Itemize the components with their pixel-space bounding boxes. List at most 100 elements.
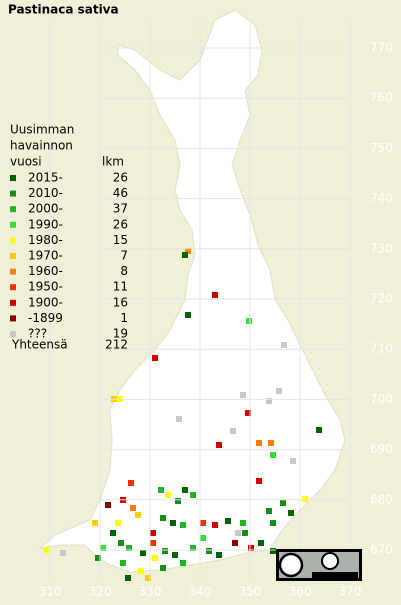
observation [266, 398, 272, 404]
observation [60, 550, 66, 556]
x-coordinate-label: 360 [289, 585, 312, 599]
legend-label: 1980- [28, 233, 63, 247]
legend-label: ??? [28, 327, 47, 341]
y-coordinate-label: 680 [370, 492, 393, 506]
observation [180, 560, 186, 566]
x-coordinate-label: 340 [189, 585, 212, 599]
observation [190, 545, 196, 551]
observation [216, 442, 222, 448]
observation [281, 342, 287, 348]
observation [135, 512, 141, 518]
observation [182, 252, 188, 258]
observation [140, 550, 146, 556]
observation [128, 480, 134, 486]
legend-label: 1970- [28, 249, 63, 263]
observation [100, 545, 106, 551]
observation [242, 530, 248, 536]
observation [170, 520, 176, 526]
observation [280, 500, 286, 506]
observation [126, 545, 132, 551]
observation [130, 505, 136, 511]
observation [258, 540, 264, 546]
observation [160, 515, 166, 521]
by-icon [321, 552, 339, 570]
y-coordinate-label: 740 [370, 191, 393, 205]
y-coordinate-label: 750 [370, 141, 393, 155]
observation [266, 508, 272, 514]
y-coordinate-label: 730 [370, 241, 393, 255]
observation [240, 520, 246, 526]
legend-label: 2010- [28, 186, 63, 200]
observation [290, 458, 296, 464]
observation [115, 520, 121, 526]
observation [172, 552, 178, 558]
legend-count: 46 [113, 186, 128, 200]
observation [316, 427, 322, 433]
observation [225, 518, 231, 524]
legend-swatch [10, 268, 16, 275]
legend-count: 15 [113, 233, 128, 247]
cc-icon [278, 552, 304, 578]
y-coordinate-label: 720 [370, 292, 393, 306]
legend-swatch [10, 315, 16, 322]
legend-count: 1 [120, 311, 128, 325]
legend-count: 11 [113, 280, 128, 294]
observation [232, 540, 238, 546]
y-coordinate-label: 770 [370, 41, 393, 55]
observation [200, 520, 206, 526]
legend-label: 1990- [28, 217, 63, 231]
observation [276, 388, 282, 394]
observation [200, 535, 206, 541]
observation [212, 522, 218, 528]
observation [125, 575, 131, 581]
observation [270, 520, 276, 526]
legend-count: 26 [113, 217, 128, 231]
y-coordinate-label: 700 [370, 392, 393, 406]
observation [175, 498, 181, 504]
y-coordinate-label: 760 [370, 91, 393, 105]
legend-swatch [10, 190, 16, 197]
legend-label: 1900- [28, 295, 63, 309]
legend-swatch [10, 237, 16, 244]
observation [92, 520, 98, 526]
x-coordinate-label: 320 [89, 585, 112, 599]
y-coordinate-label: 690 [370, 442, 393, 456]
legend-swatch [10, 175, 16, 181]
observation [110, 530, 116, 536]
y-coordinate-label: 670 [370, 543, 393, 557]
observation [176, 416, 182, 422]
observation [162, 548, 168, 554]
observation [118, 540, 124, 546]
observation [230, 428, 236, 434]
observation [160, 565, 166, 571]
observation [248, 545, 254, 551]
observation [216, 552, 222, 558]
observation [105, 502, 111, 508]
observation [245, 410, 251, 416]
legend-heading: Uusimman [10, 123, 74, 137]
legend-count: 37 [113, 202, 128, 216]
observation [150, 530, 156, 536]
observation [270, 452, 276, 458]
legend-heading: havainnon [10, 139, 73, 153]
legend-heading: vuosi [10, 155, 42, 169]
observation [44, 547, 50, 553]
title: Pastinaca sativa [8, 3, 119, 17]
legend-swatch [10, 206, 16, 213]
observation [152, 555, 158, 561]
observation [302, 496, 308, 502]
legend-count: 26 [113, 171, 128, 185]
observation [182, 487, 188, 493]
observation [152, 355, 158, 361]
observation [240, 392, 246, 398]
observation [212, 292, 218, 298]
observation [185, 312, 191, 318]
observation [158, 487, 164, 493]
legend-count: 8 [120, 264, 128, 278]
observation [206, 548, 212, 554]
x-coordinate-label: 330 [139, 585, 162, 599]
legend-total-count: 212 [105, 338, 128, 352]
legend-total-label: Yhteensä [11, 338, 68, 352]
